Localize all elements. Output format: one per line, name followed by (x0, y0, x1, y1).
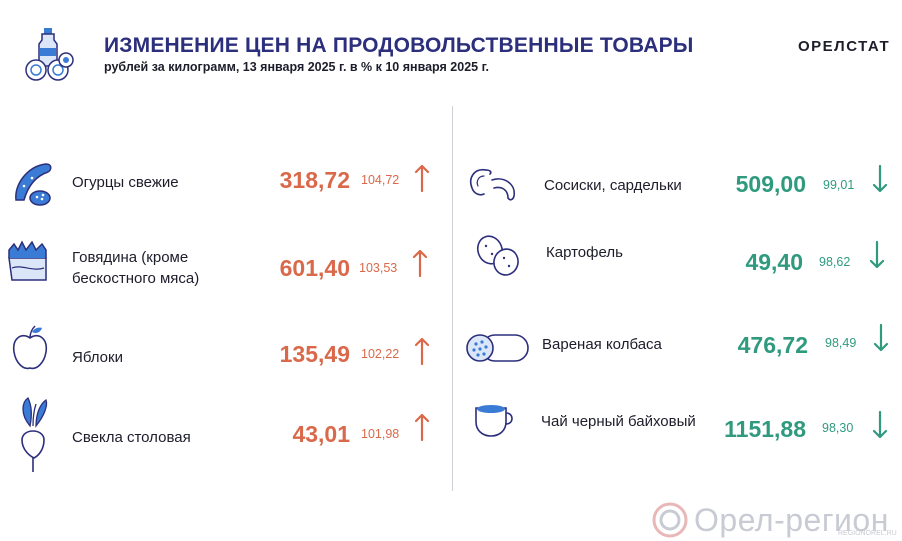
item-percent-beet: 101,98 (361, 427, 400, 441)
item-price-beet: 43,01 (292, 421, 350, 447)
item-price-boiled-sausage: 476,72 (737, 332, 808, 358)
tea-cup-icon (472, 400, 518, 438)
beet-icon (14, 396, 54, 474)
arrow-up-icon (414, 413, 430, 442)
item-name-beet: Свекла столовая (72, 429, 191, 446)
arrow-down-icon (872, 164, 888, 193)
beef-icon (6, 238, 50, 284)
page-title: ИЗМЕНЕНИЕ ЦЕН НА ПРОДОВОЛЬСТВЕННЫЕ ТОВАР… (104, 34, 694, 57)
item-price-tea: 1151,88 (724, 416, 806, 442)
item-name-sausages: Сосиски, сардельки (544, 177, 682, 194)
boiled-sausage-icon (462, 332, 532, 364)
item-percent-cucumbers: 104,72 (361, 173, 400, 187)
sausages-icon (464, 164, 520, 204)
arrow-down-icon (869, 240, 885, 269)
item-percent-tea: 98,30 (822, 421, 854, 435)
arrow-up-icon (412, 249, 428, 278)
page-subtitle: рублей за килограмм, 13 января 2025 г. в… (104, 60, 489, 74)
item-percent-apples: 102,22 (361, 347, 400, 361)
arrow-up-icon (414, 164, 430, 193)
arrow-up-icon (414, 337, 430, 366)
arrow-down-icon (872, 410, 888, 439)
item-name-boiled-sausage: Вареная колбаса (542, 336, 662, 353)
watermark-url: REGIONOREL.RU (838, 530, 897, 537)
item-name-cucumbers: Огурцы свежие (72, 174, 179, 191)
item-percent-potato: 98,62 (819, 255, 851, 269)
item-percent-beef: 103,53 (359, 261, 398, 275)
watermark: Орел-регион (652, 502, 889, 538)
item-name-tea: Чай черный байховый (541, 413, 696, 430)
item-percent-boiled-sausage: 98,49 (825, 336, 857, 350)
apple-icon (10, 324, 50, 372)
item-price-beef: 601,40 (279, 255, 350, 281)
potato-icon (474, 232, 522, 278)
brand-logo: ОРЕЛСТАТ (798, 38, 891, 55)
item-price-cucumbers: 318,72 (279, 167, 350, 193)
item-price-sausages: 509,00 (735, 171, 806, 197)
item-name-potato: Картофель (546, 244, 623, 261)
item-price-potato: 49,40 (745, 249, 803, 275)
watermark-text: Орел-регион (694, 501, 889, 538)
item-name-apples: Яблоки (72, 349, 123, 366)
header-logo-icon (22, 26, 84, 84)
column-divider (452, 106, 453, 491)
watermark-logo-icon (652, 502, 688, 538)
item-percent-sausages: 99,01 (823, 178, 855, 192)
arrow-down-icon (873, 323, 889, 352)
cucumber-icon (10, 160, 54, 208)
item-price-apples: 135,49 (279, 341, 350, 367)
item-name-beef: Говядина (кроме бескостного мяса) (72, 249, 200, 287)
